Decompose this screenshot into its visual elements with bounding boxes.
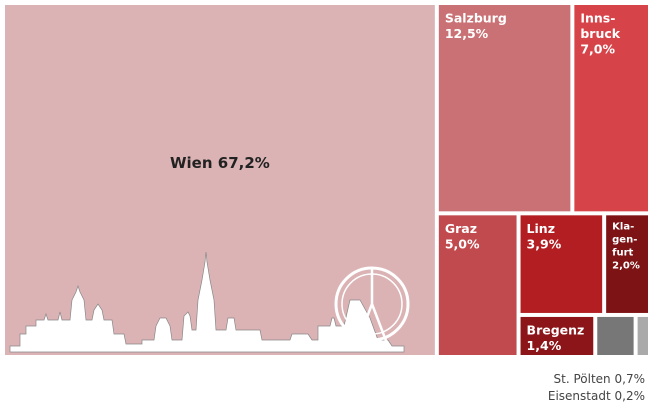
- value-label: 67,2%: [218, 154, 270, 172]
- outside-label: Eisenstadt 0,2%: [548, 389, 645, 403]
- value-label: 12,5%: [445, 26, 489, 41]
- chart: Wien 67,2% Salzburg12,5% Inns-bruck7,0% Gra…: [0, 0, 649, 406]
- category-name: Bregenz: [527, 323, 585, 338]
- category-name: Kla-: [612, 222, 634, 233]
- category-name: Graz: [445, 221, 477, 236]
- category-name: bruck: [580, 26, 620, 41]
- value-label: 0,7%: [615, 372, 646, 386]
- tile-label: Wien 67,2%: [170, 154, 270, 172]
- category-name: furt: [612, 248, 633, 259]
- category-name: Inns-: [580, 11, 615, 26]
- category-name: Linz: [527, 221, 555, 236]
- value-label: 2,0%: [612, 261, 640, 272]
- value-label: 1,4%: [527, 338, 562, 353]
- value-label: 0,2%: [615, 389, 646, 403]
- tile: [5, 5, 435, 355]
- category-name: Eisenstadt: [548, 389, 611, 403]
- category-name: Wien: [170, 154, 213, 172]
- value-label: 7,0%: [580, 42, 615, 57]
- value-label: 3,9%: [527, 236, 562, 251]
- category-name: gen-: [612, 235, 637, 246]
- value-label: 5,0%: [445, 236, 480, 251]
- tile: [597, 317, 633, 355]
- outside-label: St. Pölten 0,7%: [554, 372, 645, 386]
- tile: [638, 317, 648, 355]
- category-name: Salzburg: [445, 11, 507, 26]
- category-name: St. Pölten: [554, 372, 611, 386]
